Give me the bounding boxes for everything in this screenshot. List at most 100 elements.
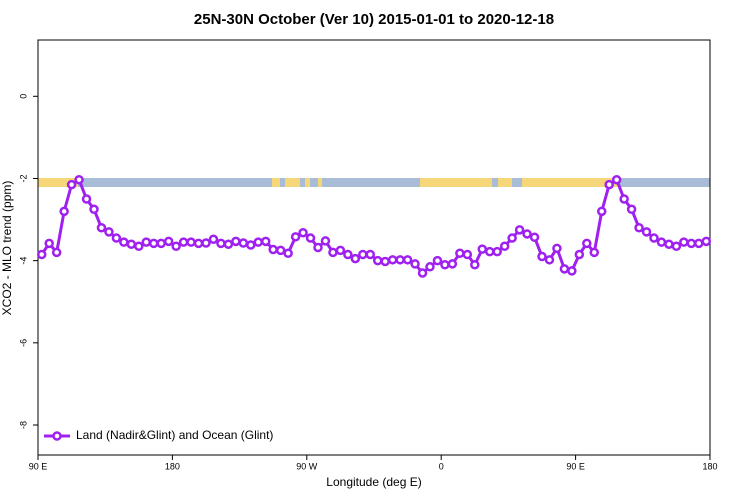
land-segment bbox=[318, 178, 322, 187]
land-ocean-strip bbox=[38, 178, 710, 187]
y-tick-label: -8 bbox=[18, 421, 28, 429]
data-point bbox=[81, 194, 92, 204]
data-point bbox=[634, 223, 644, 233]
data-point bbox=[626, 204, 637, 215]
data-point bbox=[455, 248, 465, 259]
data-point bbox=[514, 225, 525, 235]
legend-marker bbox=[52, 431, 62, 441]
data-point bbox=[574, 249, 585, 260]
data-point bbox=[499, 241, 510, 252]
data-point bbox=[253, 237, 264, 247]
data-point bbox=[410, 259, 420, 269]
data-point bbox=[126, 239, 137, 249]
data-point bbox=[529, 232, 540, 242]
data-point bbox=[387, 255, 398, 265]
y-tick-label: -6 bbox=[18, 339, 28, 347]
data-point bbox=[372, 255, 383, 266]
land-segment bbox=[522, 178, 620, 187]
x-tick-label: 180 bbox=[702, 461, 717, 471]
land-segment bbox=[285, 178, 300, 187]
data-point bbox=[447, 259, 458, 269]
x-tick-label: 90 W bbox=[296, 461, 318, 471]
data-point bbox=[328, 247, 338, 258]
data-point bbox=[462, 249, 473, 260]
x-tick-label: 90 E bbox=[29, 461, 48, 471]
data-point bbox=[537, 251, 547, 262]
data-point bbox=[365, 249, 376, 260]
ocean-band bbox=[38, 178, 710, 187]
data-point bbox=[686, 238, 697, 249]
data-point bbox=[134, 241, 144, 252]
data-point bbox=[395, 255, 405, 265]
x-tick-label: 90 E bbox=[566, 461, 585, 471]
x-tick-label: 0 bbox=[439, 461, 444, 471]
data-point bbox=[66, 179, 77, 190]
data-point bbox=[484, 246, 495, 257]
data-point bbox=[694, 238, 704, 249]
data-point bbox=[380, 256, 390, 267]
data-point bbox=[440, 260, 450, 270]
data-point bbox=[335, 245, 346, 256]
data-point bbox=[313, 242, 323, 253]
data-point bbox=[432, 255, 443, 266]
data-point bbox=[59, 206, 69, 217]
data-point bbox=[350, 253, 361, 264]
data-point bbox=[275, 245, 286, 256]
data-point bbox=[425, 262, 435, 272]
data-point bbox=[656, 237, 667, 247]
data-point bbox=[619, 194, 629, 204]
data-point bbox=[343, 249, 353, 260]
data-point bbox=[470, 260, 480, 270]
data-point bbox=[402, 255, 413, 265]
data-point bbox=[604, 179, 614, 190]
data-point bbox=[417, 268, 428, 278]
data-point bbox=[208, 234, 219, 245]
data-point bbox=[44, 238, 54, 249]
data-point bbox=[290, 232, 301, 242]
chart-title: 25N-30N October (Ver 10) 2015-01-01 to 2… bbox=[194, 11, 554, 28]
data-point bbox=[246, 240, 256, 250]
data-point bbox=[701, 236, 712, 247]
data-point bbox=[582, 238, 592, 249]
land-segment bbox=[498, 178, 512, 187]
data-point bbox=[163, 236, 174, 247]
data-point bbox=[104, 227, 114, 237]
legend-label: Land (Nadir&Glint) and Ocean (Glint) bbox=[76, 428, 273, 442]
data-point bbox=[148, 238, 159, 249]
data-point bbox=[171, 241, 181, 252]
data-point bbox=[552, 243, 562, 254]
data-point bbox=[141, 237, 152, 247]
data-point bbox=[320, 236, 331, 246]
data-point bbox=[193, 238, 204, 249]
data-point bbox=[559, 264, 570, 274]
data-point bbox=[89, 204, 99, 215]
data-point bbox=[477, 244, 488, 254]
data-point bbox=[679, 237, 689, 247]
data-point bbox=[589, 247, 600, 258]
land-segment bbox=[305, 178, 310, 187]
data-point bbox=[178, 237, 189, 247]
data-point bbox=[305, 233, 316, 243]
data-point bbox=[216, 238, 226, 249]
data-point bbox=[671, 241, 682, 252]
data-point bbox=[544, 255, 555, 265]
data-point bbox=[268, 244, 278, 255]
data-point bbox=[358, 249, 368, 260]
plot-frame bbox=[37, 39, 711, 456]
data-point bbox=[36, 249, 47, 260]
y-axis-label: XCO2 - MLO trend (ppm) bbox=[0, 181, 14, 316]
data-point bbox=[649, 233, 659, 243]
data-point bbox=[119, 237, 129, 247]
x-tick-label: 180 bbox=[165, 461, 180, 471]
y-tick-label: 0 bbox=[18, 94, 28, 99]
data-point bbox=[96, 223, 107, 233]
data-point bbox=[283, 248, 293, 259]
x-axis-label: Longitude (deg E) bbox=[326, 475, 421, 489]
data-point bbox=[201, 238, 211, 248]
data-point bbox=[567, 266, 577, 276]
data-point bbox=[156, 238, 166, 249]
data-point bbox=[223, 239, 234, 249]
data-point bbox=[611, 174, 622, 185]
land-segment bbox=[272, 178, 280, 187]
